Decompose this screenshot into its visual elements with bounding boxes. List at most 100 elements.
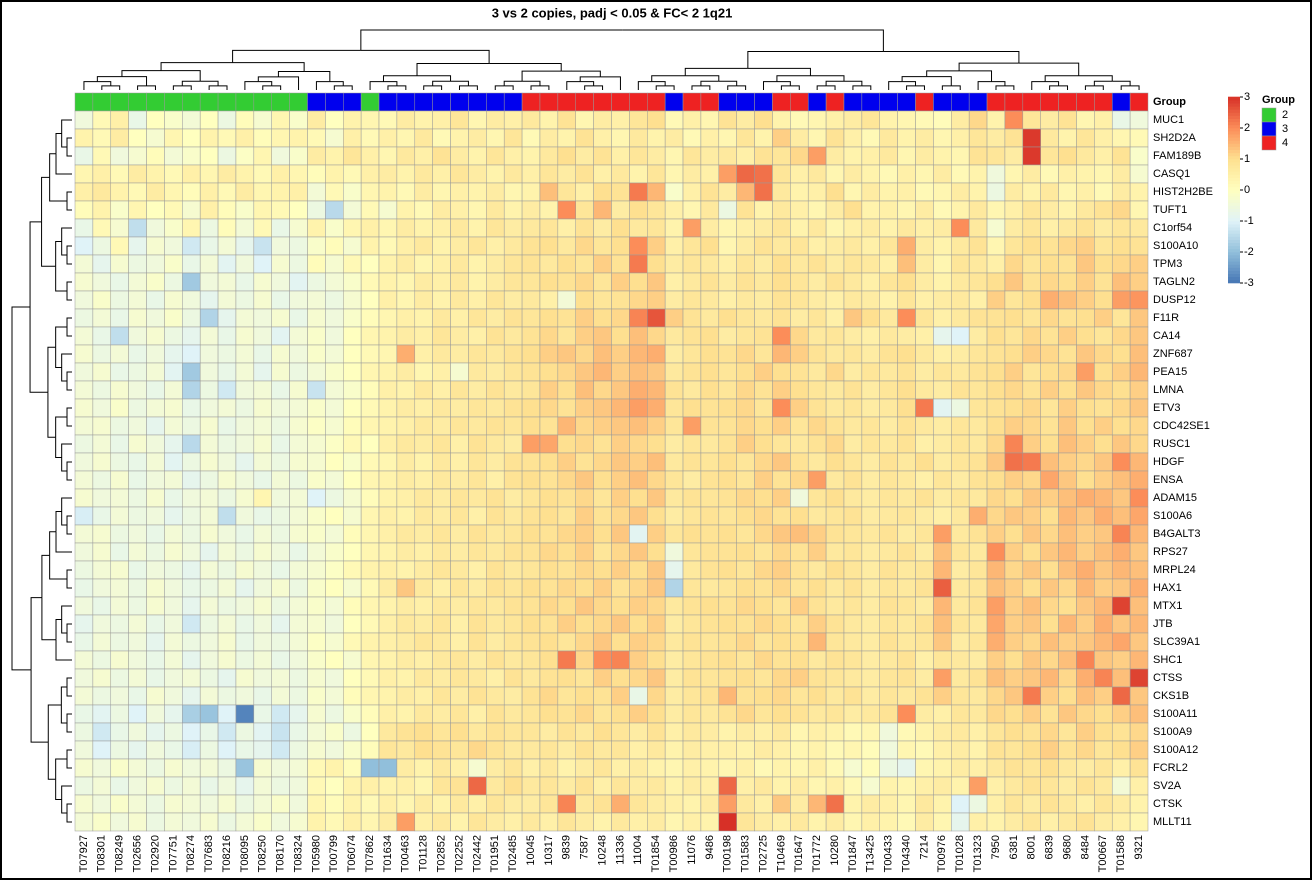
cell (1022, 776, 1041, 796)
cell (825, 506, 845, 526)
dendrogram-branch (61, 619, 68, 634)
cell (1111, 164, 1131, 184)
cell (396, 650, 416, 670)
cell (611, 380, 630, 400)
cell (986, 344, 1006, 364)
cell (951, 560, 970, 580)
cell (611, 650, 630, 670)
cell (718, 218, 737, 238)
cell (253, 236, 272, 256)
cell (897, 380, 916, 400)
cell (915, 758, 934, 778)
cell (897, 560, 916, 580)
cell (682, 740, 702, 760)
cell (432, 740, 451, 760)
cell (968, 110, 988, 130)
cell (933, 596, 952, 616)
cell (682, 110, 702, 130)
cell (879, 740, 898, 760)
cell (629, 326, 648, 346)
cell (503, 146, 523, 166)
row-label: TAGLN2 (1153, 276, 1195, 288)
cell (343, 110, 362, 130)
cell (772, 398, 791, 418)
dendrogram-branch (468, 85, 478, 90)
cell (325, 578, 344, 598)
dendrograms (11, 29, 1140, 823)
cell (933, 290, 952, 310)
cell (164, 344, 183, 364)
cell (325, 740, 344, 760)
cell (1022, 110, 1041, 130)
cell (503, 308, 523, 328)
cell (915, 218, 934, 238)
cell (1094, 758, 1113, 778)
cell (593, 542, 612, 562)
dendrogram-branch (1112, 80, 1131, 86)
cell (74, 290, 94, 310)
cell (1022, 218, 1041, 238)
cell (664, 578, 684, 598)
cell (700, 146, 720, 166)
cell (664, 506, 684, 526)
cell (325, 452, 344, 472)
cell (450, 128, 469, 148)
cell (736, 200, 755, 220)
cell (647, 218, 666, 238)
cell (217, 560, 237, 580)
cell (468, 596, 487, 616)
cell (843, 812, 863, 832)
cell (1129, 794, 1149, 814)
cell (986, 200, 1006, 220)
cell (414, 578, 433, 598)
cell (146, 488, 165, 508)
cell (647, 704, 666, 724)
cell (754, 704, 773, 724)
cell (235, 704, 255, 724)
cell (146, 686, 165, 706)
cell (1129, 362, 1149, 382)
cell (611, 542, 630, 562)
cell (110, 722, 129, 742)
cell (915, 632, 934, 652)
cell (271, 146, 290, 166)
cell (235, 758, 255, 778)
cell (915, 668, 934, 688)
cell (74, 650, 94, 670)
cell (432, 344, 451, 364)
cell (1004, 758, 1024, 778)
cell (325, 686, 344, 706)
cell (414, 686, 433, 706)
cell (754, 722, 773, 742)
cell (986, 488, 1006, 508)
cell (164, 452, 183, 472)
cell (378, 794, 398, 814)
cell (915, 812, 934, 832)
cell (146, 182, 165, 202)
cell (307, 218, 326, 238)
cell (289, 164, 308, 184)
cell (1022, 812, 1041, 832)
cell (235, 794, 255, 814)
cell (217, 218, 237, 238)
cell (1004, 470, 1024, 490)
cell (199, 740, 219, 760)
cell (557, 110, 576, 130)
cell (503, 380, 523, 400)
row-label: SV2A (1153, 780, 1182, 792)
colorbar-segment (1228, 112, 1240, 116)
cell (1022, 128, 1041, 148)
dendrogram-branch (137, 85, 147, 90)
cell (557, 650, 576, 670)
colorbar-tick-label: -3 (1244, 277, 1254, 289)
cell (664, 704, 684, 724)
cell (289, 740, 308, 760)
group-cell (807, 92, 827, 112)
cell (521, 236, 541, 256)
dendrogram-branch (47, 392, 56, 438)
cell (575, 578, 594, 598)
cell (557, 686, 576, 706)
cell (378, 182, 398, 202)
cell (629, 416, 648, 436)
column-label: T00799 (328, 835, 340, 872)
